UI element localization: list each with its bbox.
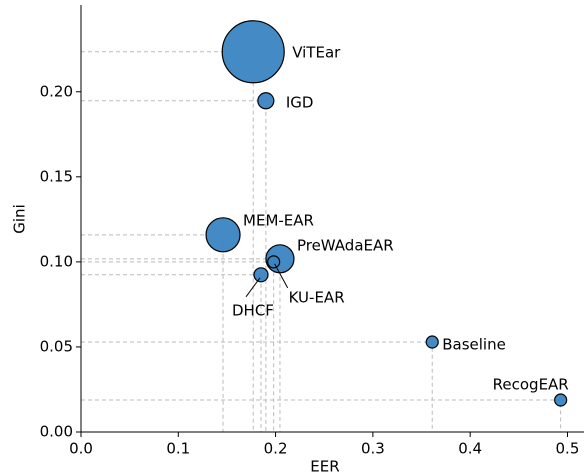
label-arrow [274,263,289,289]
x-tick-label: 0.5 [556,440,580,458]
x-tick-label: 0.4 [458,440,482,458]
guide-line [81,261,275,432]
point-label: Baseline [442,336,506,354]
guide-line [81,341,433,432]
guide-line [81,51,254,432]
y-tick-label: 0.05 [40,337,73,355]
bubble [257,92,275,110]
bubble [221,20,285,84]
point-label: ViTEar [292,43,341,61]
bubble [425,335,439,349]
guide-line [81,258,281,432]
guide-line [81,100,267,432]
y-tick-label: 0.15 [40,167,73,185]
bubble [253,267,269,283]
point-label: MEM-EAR [243,211,314,229]
x-tick-label: 0.1 [166,440,190,458]
label-arrow [245,277,261,298]
x-axis-label: EER [310,458,339,476]
y-tick-label: 0.00 [40,423,73,441]
guide-line [81,274,262,432]
bubble [554,393,568,407]
point-label: IGD [286,93,314,111]
bubble [205,217,241,253]
y-tick-label: 0.20 [40,82,73,100]
y-axis-label: Gini [11,204,29,233]
point-label: KU-EAR [289,288,345,306]
y-tick-label: 0.10 [40,252,73,270]
bubble [267,255,281,269]
guide-line [81,399,562,432]
guide-line [81,234,224,432]
x-tick-label: 0.3 [361,440,385,458]
x-tick-label: 0.0 [69,440,93,458]
x-tick-label: 0.2 [264,440,288,458]
point-label: DHCF [232,301,274,319]
point-label: PreWAdaEAR [297,236,394,254]
point-label: RecogEAR [493,376,569,394]
